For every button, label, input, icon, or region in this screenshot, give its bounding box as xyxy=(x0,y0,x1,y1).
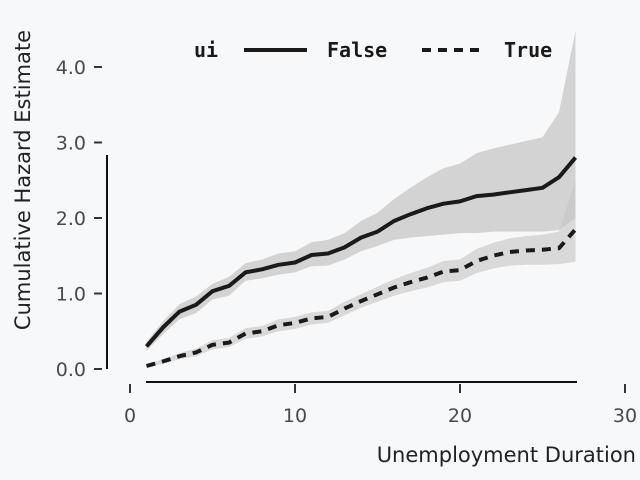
y-tick-label: 4.0 xyxy=(56,57,86,79)
y-tick-label: 1.0 xyxy=(56,284,86,306)
series-lines xyxy=(144,156,578,368)
x-axis-label: Unemployment Duration xyxy=(377,443,636,467)
legend-title: ui xyxy=(194,38,218,62)
x-tick-label: 10 xyxy=(283,405,307,427)
legend: ui False True xyxy=(194,38,552,62)
y-axis-label: Cumulative Hazard Estimate xyxy=(11,30,35,330)
y-tick-label: 0.0 xyxy=(56,359,86,381)
x-tick-label: 30 xyxy=(613,405,637,427)
legend-label-false: False xyxy=(327,38,387,62)
x-tick-label: 20 xyxy=(448,405,472,427)
series-line-true xyxy=(145,227,578,368)
x-axis-ticks: 0 10 20 30 xyxy=(124,384,637,427)
y-tick-label: 2.0 xyxy=(56,208,86,230)
y-tick-label: 3.0 xyxy=(56,133,86,155)
legend-label-true: True xyxy=(504,38,552,62)
y-axis-ticks: 0.0 1.0 2.0 3.0 4.0 xyxy=(56,57,102,381)
confidence-bands xyxy=(146,30,576,368)
series-line-false xyxy=(144,156,578,348)
x-tick-label: 0 xyxy=(124,405,136,427)
